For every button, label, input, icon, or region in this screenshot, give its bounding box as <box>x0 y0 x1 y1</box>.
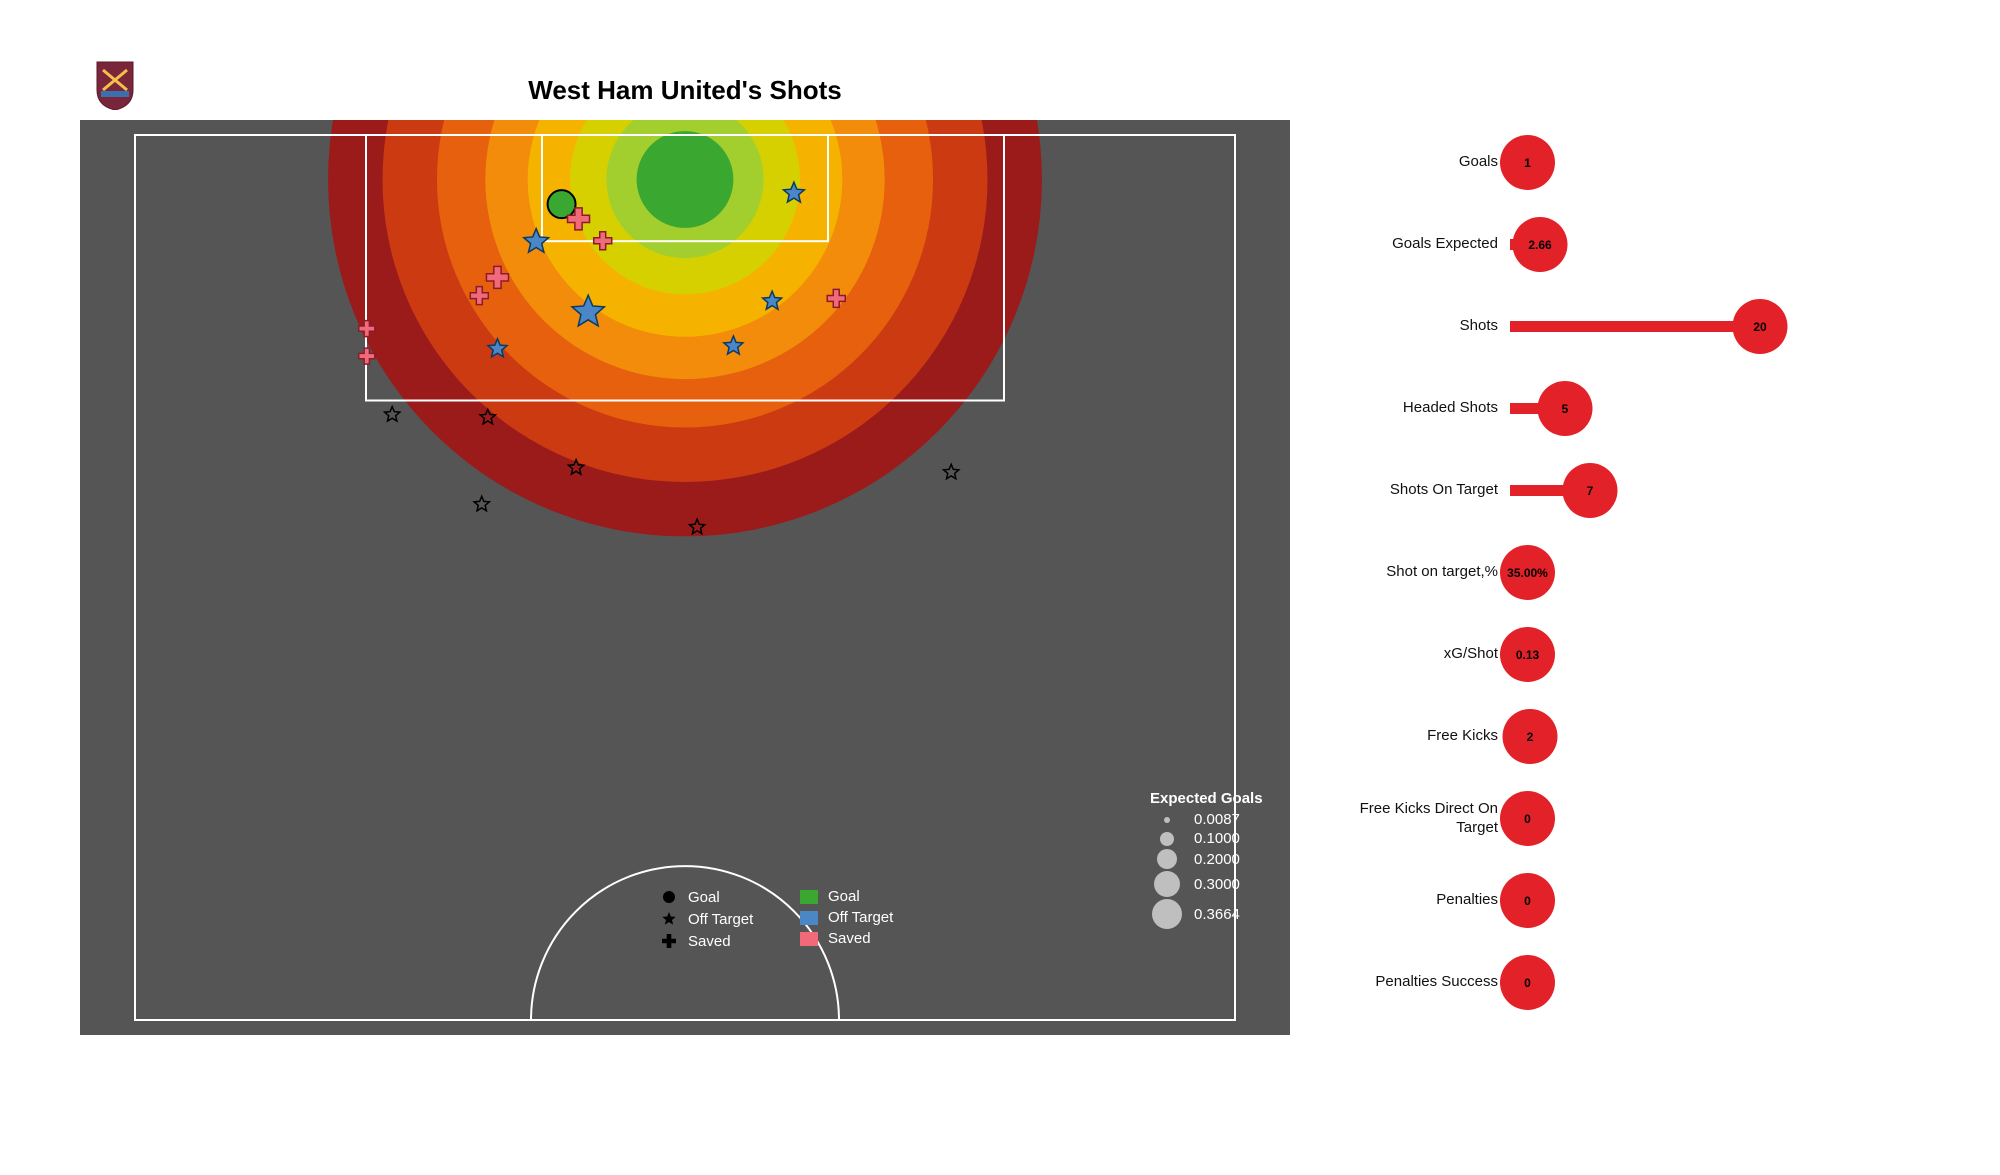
stat-row: Free Kicks Direct On Target0 <box>1340 791 1840 846</box>
legend-expected-goals: Expected Goals 0.0087 0.1000 0.2000 0.3000 0.… <box>1150 790 1263 931</box>
stat-value: 0 <box>1500 791 1555 846</box>
legend-shape-label: Saved <box>688 933 731 950</box>
pitch-chart: GoalOff TargetSaved GoalOff TargetSaved … <box>80 120 1290 1035</box>
stat-row: Goals Expected2.66 <box>1340 217 1840 272</box>
stat-row: Goals1 <box>1340 135 1840 190</box>
stat-label: Goals Expected <box>1340 235 1510 254</box>
stat-value: 1 <box>1500 135 1555 190</box>
legend-marker-shapes: Goal Off Target Saved <box>660 888 753 954</box>
stat-row: xG/Shot0.13 <box>1340 627 1840 682</box>
stat-row: Penalties0 <box>1340 873 1840 928</box>
legend-xg-label: 0.2000 <box>1194 851 1240 868</box>
stat-label: Penalties <box>1340 891 1510 910</box>
stat-row: Shot on target,%35.00% <box>1340 545 1840 600</box>
stat-value: 7 <box>1563 463 1618 518</box>
shot-marker <box>548 190 576 218</box>
stat-value: 0 <box>1500 873 1555 928</box>
stat-label: Free Kicks Direct On Target <box>1340 800 1510 838</box>
shot-marker <box>944 464 959 478</box>
stats-panel: Goals1Goals Expected2.66Shots20Headed Sh… <box>1340 135 1840 1037</box>
stat-value: 35.00% <box>1500 545 1555 600</box>
stat-label: Shot on target,% <box>1340 563 1510 582</box>
stat-value: 2 <box>1503 709 1558 764</box>
stat-label: Penalties Success <box>1340 973 1510 992</box>
stat-label: Shots <box>1340 317 1510 336</box>
stat-value: 20 <box>1733 299 1788 354</box>
legend-color-swatch <box>800 932 818 946</box>
stat-label: Headed Shots <box>1340 399 1510 418</box>
stat-row: Shots On Target 7 <box>1340 463 1840 518</box>
legend-xg-label: 0.1000 <box>1194 830 1240 847</box>
stat-label: Shots On Target <box>1340 481 1510 500</box>
stat-row: Free Kicks2 <box>1340 709 1840 764</box>
shot-marker <box>385 407 400 421</box>
legend-color-label: Off Target <box>828 909 893 926</box>
legend-color-swatch <box>800 890 818 904</box>
legend-xg-label: 0.3000 <box>1194 876 1240 893</box>
legend-shape-label: Goal <box>688 889 720 906</box>
stat-value: 2.66 <box>1513 217 1568 272</box>
stat-row: Penalties Success0 <box>1340 955 1840 1010</box>
legend-xg-label: 0.0087 <box>1194 811 1240 828</box>
legend-color-label: Goal <box>828 888 860 905</box>
stat-label: xG/Shot <box>1340 645 1510 664</box>
stat-value: 5 <box>1538 381 1593 436</box>
legend-color-label: Saved <box>828 930 871 947</box>
stat-value: 0 <box>1500 955 1555 1010</box>
stat-label: Goals <box>1340 153 1510 172</box>
stat-row: Headed Shots 5 <box>1340 381 1840 436</box>
stat-row: Shots 20 <box>1340 299 1840 354</box>
legend-color-swatch <box>800 911 818 925</box>
stat-label: Free Kicks <box>1340 727 1510 746</box>
legend-xg-title: Expected Goals <box>1150 790 1263 807</box>
chart-title: West Ham United's Shots <box>80 75 1290 106</box>
stat-value: 0.13 <box>1500 627 1555 682</box>
legend-xg-label: 0.3664 <box>1194 906 1240 923</box>
legend-shape-label: Off Target <box>688 911 753 928</box>
legend-marker-colors: Goal Off Target Saved <box>800 888 893 951</box>
shot-marker <box>474 496 489 510</box>
stat-bar <box>1510 321 1760 332</box>
